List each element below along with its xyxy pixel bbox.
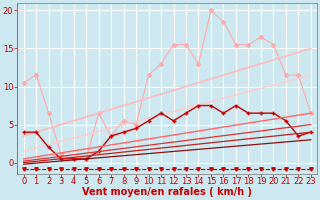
X-axis label: Vent moyen/en rafales ( km/h ): Vent moyen/en rafales ( km/h ) xyxy=(82,187,252,197)
